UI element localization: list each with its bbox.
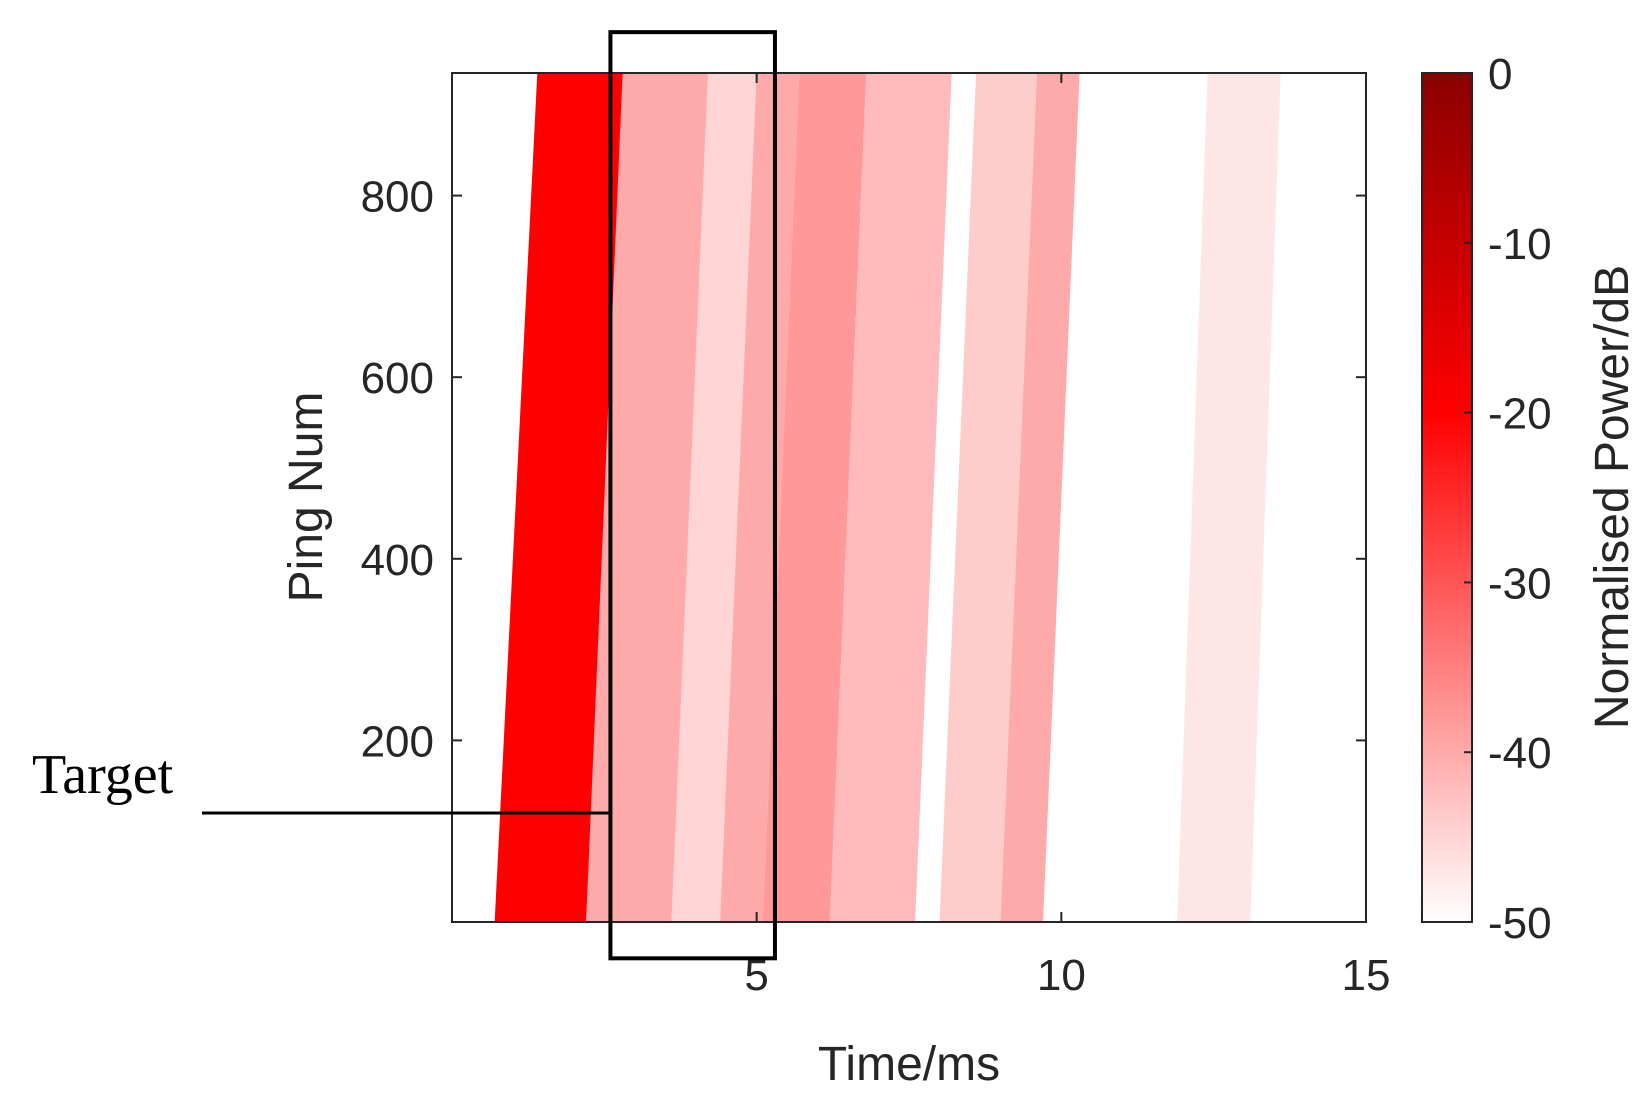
y-tick-label: 600: [361, 354, 434, 403]
y-tick-label: 400: [361, 536, 434, 585]
target-box-group: [202, 30, 777, 961]
target-box: [608, 30, 777, 961]
y-tick-label: 800: [361, 173, 434, 222]
heatmap-band-6: [939, 73, 1037, 922]
colorbar-tick-label: -30: [1488, 559, 1552, 608]
plot-frame: [451, 72, 1367, 923]
colorbar-tick-label: -10: [1488, 220, 1552, 269]
colorbar: 0 -10 -20 -30 -40 -50 Normalised Power/dB: [1421, 50, 1639, 948]
colorbar-tick-label: 0: [1488, 50, 1512, 99]
target-annotation: Target: [32, 744, 174, 806]
x-tick-label: 10: [1037, 951, 1086, 1000]
heatmap-band-8: [1177, 73, 1281, 922]
colorbar-tick-label: -20: [1488, 390, 1552, 439]
colorbar-tick-label: -50: [1488, 899, 1552, 948]
heatmap-band-5: [829, 73, 952, 922]
colorbar-tick-label: -40: [1488, 729, 1552, 778]
x-axis-label: Time/ms: [818, 1038, 1000, 1091]
y-axis-label: Ping Num: [280, 392, 333, 603]
colorbar-scale: [1421, 72, 1473, 923]
x-tick-label: 15: [1342, 951, 1391, 1000]
colorbar-label: Normalised Power/dB: [1586, 265, 1639, 729]
heatmap-band-3: [671, 73, 757, 922]
heatmap-band-7: [1000, 73, 1080, 922]
heatmap-band-4: [762, 73, 867, 922]
y-tick-label: 200: [361, 717, 434, 766]
